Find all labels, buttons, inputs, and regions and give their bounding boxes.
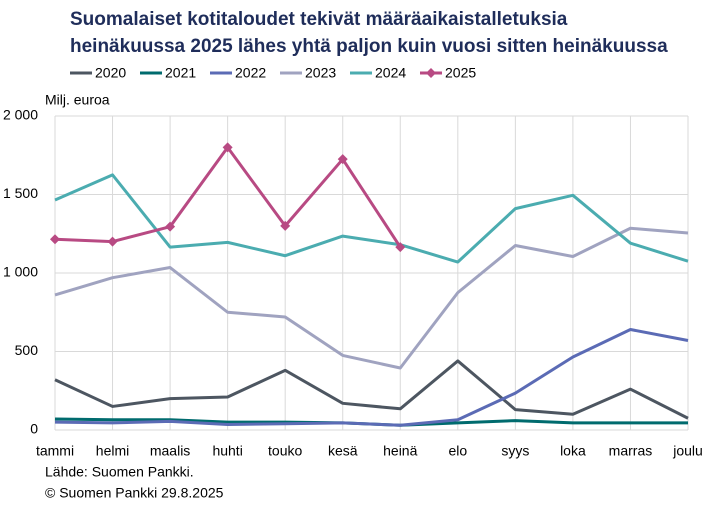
- point-marker: [107, 236, 118, 247]
- legend-label: 2023: [305, 65, 336, 81]
- legend-label: 2022: [235, 65, 266, 81]
- x-tick-label: syys: [501, 443, 529, 459]
- series-line: [54, 328, 689, 427]
- y-tick-label: 0: [30, 421, 38, 437]
- series-line: [54, 359, 689, 420]
- legend-label: 2020: [95, 65, 126, 81]
- y-tick-label: 1 500: [3, 185, 38, 201]
- legend-label: 2021: [165, 65, 196, 81]
- x-tick-label: joulu: [672, 443, 703, 459]
- source: © Suomen Pankki 29.8.2025: [45, 485, 224, 501]
- legend-label: 2025: [445, 65, 476, 81]
- x-tick-label: marras: [609, 443, 653, 459]
- x-tick-label: huhti: [212, 443, 242, 459]
- x-tick-label: maalis: [150, 443, 190, 459]
- x-tick-label: tammi: [36, 443, 74, 459]
- point-marker: [395, 242, 406, 253]
- legend-label: 2024: [375, 65, 406, 81]
- series-line: [54, 173, 689, 264]
- series-line: [54, 226, 689, 370]
- x-tick-label: heinä: [383, 443, 417, 459]
- x-tick-label: kesä: [328, 443, 358, 459]
- y-axis-label: Milj. euroa: [45, 92, 110, 108]
- x-tick-label: elo: [448, 443, 467, 459]
- point-marker: [337, 154, 348, 165]
- point-marker: [222, 142, 233, 153]
- chart-title: heinäkuussa 2025 lähes yhtä paljon kuin …: [70, 36, 668, 57]
- source: Lähde: Suomen Pankki.: [45, 464, 194, 480]
- y-tick-label: 1 000: [3, 264, 38, 280]
- point-marker: [165, 221, 176, 232]
- x-tick-label: helmi: [96, 443, 129, 459]
- y-tick-label: 2 000: [3, 107, 38, 123]
- x-tick-label: touko: [268, 443, 302, 459]
- y-tick-label: 500: [15, 342, 39, 358]
- chart-title: Suomalaiset kotitaloudet tekivät määräai…: [70, 9, 568, 30]
- legend-marker: [426, 68, 436, 78]
- point-marker: [280, 220, 291, 231]
- x-tick-label: loka: [560, 443, 586, 459]
- point-marker: [50, 234, 60, 245]
